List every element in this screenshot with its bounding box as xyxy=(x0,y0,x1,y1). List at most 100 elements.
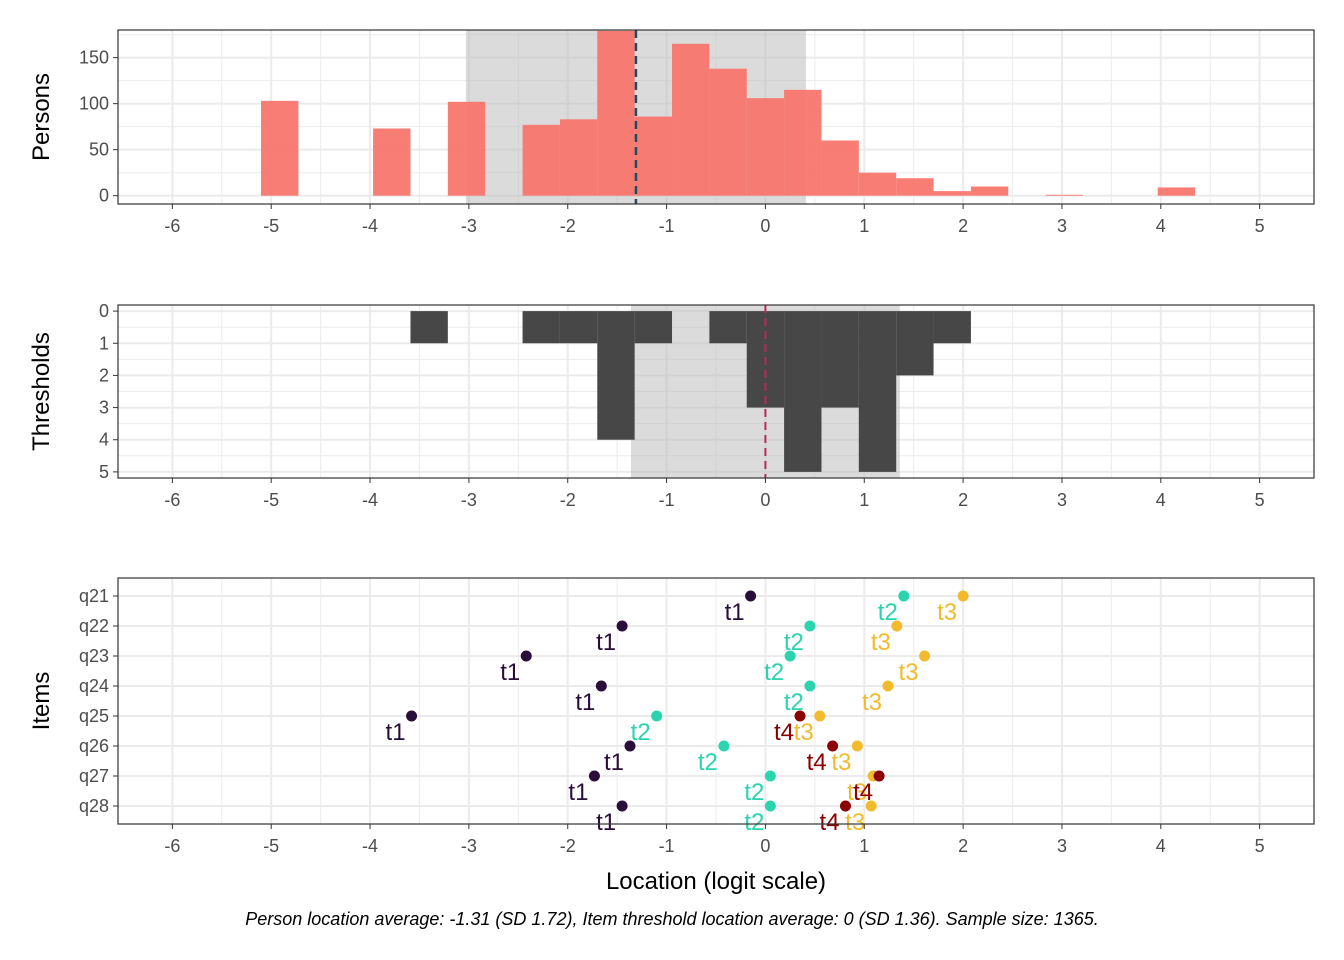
person-bar xyxy=(858,172,897,196)
threshold-bar xyxy=(522,311,560,344)
threshold-point-label: t1 xyxy=(604,749,624,776)
x-tick-label: 0 xyxy=(760,836,770,856)
threshold-point-t1 xyxy=(616,800,628,812)
panel-border xyxy=(117,29,1315,205)
person-bar xyxy=(709,68,747,196)
threshold-point-t3 xyxy=(891,620,903,632)
person-bar xyxy=(746,98,785,196)
threshold-point-label: t3 xyxy=(899,659,919,686)
threshold-point-label: t2 xyxy=(744,809,764,836)
x-tick-label: 2 xyxy=(958,490,968,510)
threshold-point-label: t3 xyxy=(831,749,851,776)
x-tick-label: 3 xyxy=(1057,216,1067,236)
x-tick-label: 4 xyxy=(1156,836,1166,856)
person-bar xyxy=(896,178,934,196)
threshold-point-label: t2 xyxy=(764,659,784,686)
threshold-point-t2 xyxy=(764,800,776,812)
threshold-point-label: t4 xyxy=(819,809,839,836)
threshold-bar xyxy=(933,311,971,344)
x-tick-label: 5 xyxy=(1255,216,1265,236)
y-tick-label: 0 xyxy=(99,301,109,321)
threshold-point-label: t1 xyxy=(596,629,616,656)
threshold-point-label: t1 xyxy=(596,809,616,836)
y-tick-label: q27 xyxy=(79,766,109,786)
threshold-point-label: t1 xyxy=(568,779,588,806)
x-tick-label: -4 xyxy=(362,490,378,510)
person-bar xyxy=(373,128,411,196)
x-tick-label: -3 xyxy=(461,490,477,510)
person-bar xyxy=(597,30,635,196)
x-tick-label: -5 xyxy=(263,836,279,856)
x-tick-label: -1 xyxy=(659,216,675,236)
threshold-point-t1 xyxy=(616,620,628,632)
threshold-bar xyxy=(858,311,897,472)
threshold-bar xyxy=(784,311,822,472)
x-tick-label: 5 xyxy=(1255,490,1265,510)
person-bar xyxy=(784,89,822,196)
threshold-point-label: t3 xyxy=(862,689,882,716)
threshold-point-label: t2 xyxy=(784,689,804,716)
threshold-point-t4 xyxy=(839,800,851,812)
y-tick-label: 3 xyxy=(99,398,109,418)
threshold-point-t3 xyxy=(919,650,931,662)
threshold-point-label: t1 xyxy=(575,689,595,716)
threshold-point-t1 xyxy=(745,590,757,602)
threshold-point-label: t3 xyxy=(794,719,814,746)
threshold-point-label: t2 xyxy=(784,629,804,656)
persons-axis-title: Persons xyxy=(28,73,55,161)
threshold-point-label: t2 xyxy=(698,749,718,776)
threshold-point-t3 xyxy=(882,680,894,692)
y-tick-label: 5 xyxy=(99,462,109,482)
y-tick-label: q25 xyxy=(79,706,109,726)
x-tick-label: -1 xyxy=(659,490,675,510)
threshold-point-t1 xyxy=(520,650,532,662)
threshold-point-label: t2 xyxy=(744,779,764,806)
threshold-bar xyxy=(410,311,448,344)
threshold-point-label: t3 xyxy=(871,629,891,656)
threshold-point-label: t3 xyxy=(845,809,865,836)
threshold-point-t3 xyxy=(814,710,826,722)
threshold-point-t4 xyxy=(873,770,885,782)
x-axis-title: Location (logit scale) xyxy=(606,868,826,895)
person-bar xyxy=(559,119,598,196)
person-bar xyxy=(672,43,710,196)
person-bar xyxy=(933,191,971,196)
caption: Person location average: -1.31 (SD 1.72)… xyxy=(245,909,1098,929)
x-tick-label: 2 xyxy=(958,836,968,856)
person-bar xyxy=(1157,187,1196,196)
x-tick-label: 0 xyxy=(760,490,770,510)
y-tick-label: 4 xyxy=(99,430,109,450)
panel-border xyxy=(117,304,1315,479)
threshold-point-label: t3 xyxy=(937,599,957,626)
threshold-point-label: t1 xyxy=(500,659,520,686)
panel-border xyxy=(117,577,1315,825)
y-tick-label: 150 xyxy=(79,48,109,68)
threshold-point-label: t1 xyxy=(386,719,406,746)
thresholds-panel: -6 -5 -4 -3 -2 -1 0 1 2 3 4 5 0 1 2 3 4 5 xyxy=(99,301,1315,510)
item-point-labels: t1t1t1t1t1t1t1t1t2t2t2t2t2t2t2t2t3t3t3t3… xyxy=(386,599,958,836)
y-tick-label: q24 xyxy=(79,676,109,696)
x-tick-label: 1 xyxy=(859,836,869,856)
threshold-point-t2 xyxy=(764,770,776,782)
y-tick-label: 1 xyxy=(99,333,109,353)
threshold-point-t2 xyxy=(718,740,730,752)
threshold-point-t1 xyxy=(595,680,607,692)
y-tick-label: q23 xyxy=(79,646,109,666)
threshold-point-label: t2 xyxy=(878,599,898,626)
person-bar xyxy=(522,124,560,196)
person-bar xyxy=(447,101,486,196)
person-bar xyxy=(261,100,299,196)
threshold-point-label: t1 xyxy=(725,599,745,626)
person-bar xyxy=(821,140,859,196)
x-tick-label: 0 xyxy=(760,216,770,236)
threshold-point-t3 xyxy=(957,590,969,602)
threshold-point-t3 xyxy=(851,740,863,752)
x-tick-label: 3 xyxy=(1057,490,1067,510)
person-bar xyxy=(970,186,1009,196)
threshold-point-t1 xyxy=(624,740,636,752)
threshold-bar xyxy=(896,311,934,376)
threshold-point-t4 xyxy=(827,740,839,752)
threshold-point-t2 xyxy=(784,650,796,662)
